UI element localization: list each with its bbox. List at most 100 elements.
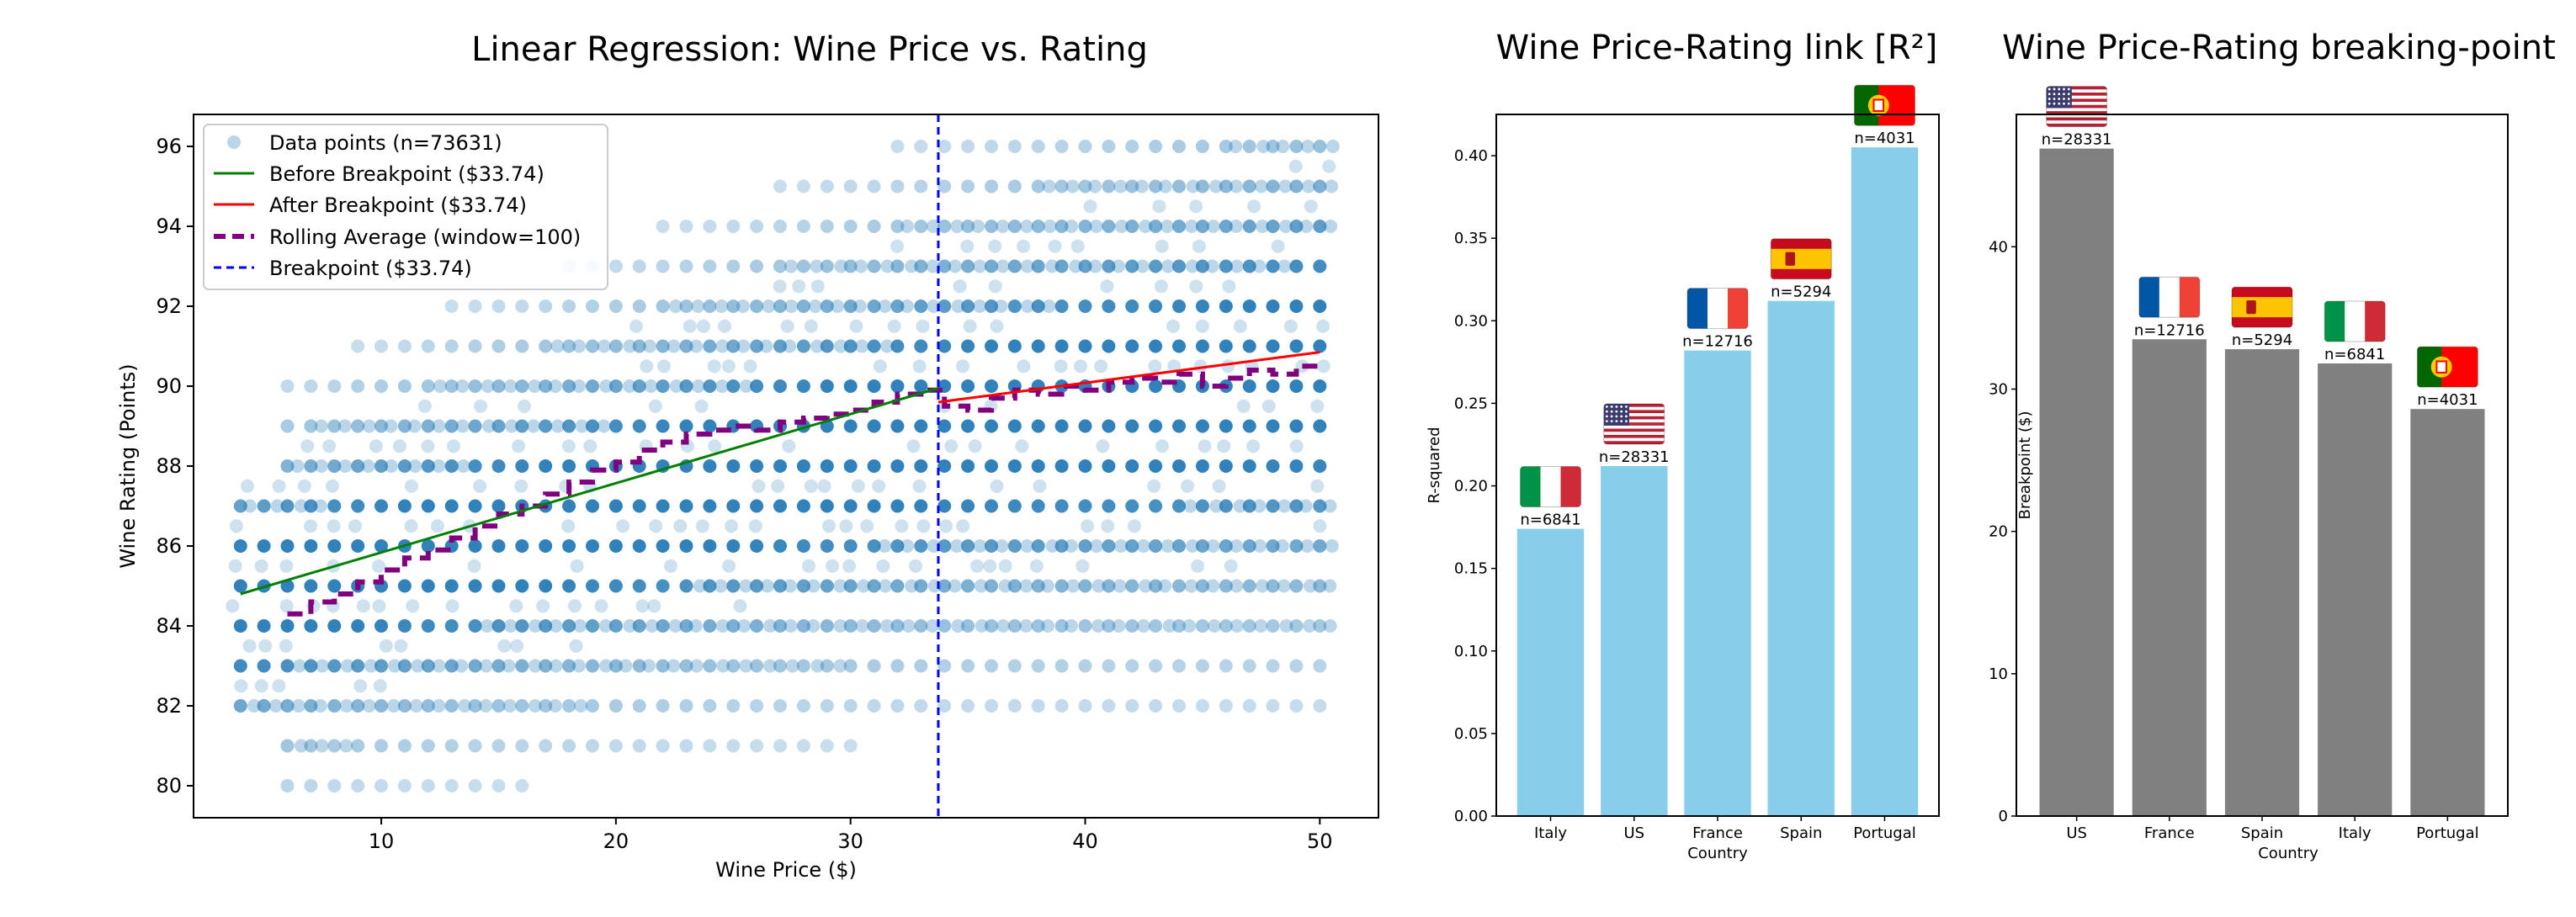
data-point bbox=[914, 419, 928, 433]
flag-body bbox=[2417, 347, 2478, 388]
data-point bbox=[820, 739, 834, 753]
flag-star bbox=[1605, 415, 1608, 418]
data-point bbox=[1054, 179, 1069, 193]
data-point bbox=[327, 379, 342, 393]
data-point bbox=[860, 519, 874, 533]
data-point bbox=[1172, 539, 1186, 553]
data-point bbox=[351, 619, 365, 633]
data-point bbox=[750, 339, 764, 353]
data-point bbox=[468, 499, 482, 513]
data-point bbox=[644, 379, 658, 393]
data-point bbox=[950, 220, 964, 233]
data-point bbox=[608, 339, 623, 353]
data-point bbox=[550, 419, 565, 433]
data-point bbox=[708, 439, 722, 453]
data-point bbox=[1041, 619, 1055, 633]
data-point bbox=[430, 519, 444, 533]
data-point bbox=[689, 659, 704, 673]
flag-outline bbox=[1520, 466, 1582, 508]
data-point bbox=[539, 379, 553, 393]
data-point bbox=[900, 220, 914, 233]
data-point bbox=[1040, 579, 1054, 593]
flag-body bbox=[1603, 403, 1665, 444]
data-point bbox=[1020, 259, 1034, 273]
data-point bbox=[679, 220, 693, 233]
data-point bbox=[890, 459, 905, 473]
data-point bbox=[1230, 619, 1244, 633]
data-point bbox=[1054, 339, 1069, 353]
data-point bbox=[240, 479, 254, 493]
data-point bbox=[691, 299, 705, 313]
flag-star bbox=[1605, 410, 1608, 413]
data-point bbox=[1254, 619, 1268, 633]
flag-star bbox=[2058, 102, 2061, 105]
data-point bbox=[1078, 299, 1092, 313]
data-point bbox=[750, 699, 764, 713]
data-point bbox=[254, 559, 268, 573]
flag-stripe bbox=[2138, 277, 2160, 318]
data-point bbox=[796, 659, 810, 673]
data-point bbox=[491, 459, 506, 473]
data-point bbox=[1219, 499, 1233, 513]
data-point bbox=[1195, 339, 1209, 353]
flag-star bbox=[2048, 102, 2051, 105]
data-point bbox=[1185, 539, 1199, 553]
data-point bbox=[608, 259, 623, 273]
data-point bbox=[773, 539, 787, 553]
data-point bbox=[867, 539, 881, 553]
data-point bbox=[280, 739, 295, 753]
data-point bbox=[694, 399, 709, 413]
data-point bbox=[444, 459, 459, 473]
legend-label-rolling-average: Rolling Average (window=100) bbox=[269, 225, 581, 249]
data-point bbox=[468, 579, 482, 593]
breakpoint-chart-title: Wine Price-Rating breaking-point bbox=[2002, 29, 2556, 67]
data-point bbox=[937, 579, 952, 593]
data-point bbox=[948, 259, 962, 273]
data-point bbox=[1054, 619, 1069, 633]
data-point bbox=[843, 459, 858, 473]
data-point bbox=[635, 599, 650, 613]
flag-stripe bbox=[1603, 403, 1665, 407]
data-point bbox=[716, 659, 730, 673]
data-point bbox=[1195, 220, 1209, 233]
data-point bbox=[1091, 619, 1105, 633]
data-point bbox=[1325, 140, 1340, 153]
data-point bbox=[773, 299, 787, 313]
data-point bbox=[1195, 659, 1209, 673]
data-point bbox=[1206, 539, 1220, 553]
breakpoint-bar bbox=[2224, 349, 2300, 817]
data-point bbox=[796, 179, 810, 193]
data-point bbox=[325, 479, 339, 493]
data-point bbox=[313, 699, 327, 713]
data-point bbox=[726, 299, 741, 313]
data-point bbox=[843, 259, 858, 273]
data-point bbox=[1198, 439, 1212, 453]
data-point bbox=[703, 499, 717, 513]
data-point bbox=[1275, 539, 1289, 553]
data-point bbox=[608, 619, 623, 633]
data-point bbox=[1261, 399, 1276, 413]
data-point bbox=[664, 559, 677, 573]
data-point bbox=[409, 699, 423, 713]
data-point bbox=[468, 379, 482, 393]
flag-stripe bbox=[1603, 410, 1665, 414]
data-point bbox=[970, 559, 984, 573]
data-point bbox=[854, 259, 868, 273]
data-point bbox=[1172, 699, 1186, 713]
data-point bbox=[304, 499, 318, 513]
data-point bbox=[914, 220, 928, 233]
data-point bbox=[679, 299, 693, 313]
regression-lines bbox=[240, 114, 1323, 818]
data-point bbox=[1007, 140, 1022, 153]
flag-star bbox=[1610, 410, 1613, 413]
data-point bbox=[1149, 499, 1163, 513]
data-point bbox=[608, 419, 623, 433]
data-point bbox=[351, 739, 365, 753]
data-point bbox=[1242, 179, 1256, 193]
data-point bbox=[998, 579, 1012, 593]
r-squared-bar-count-label: n=6841 bbox=[1520, 512, 1580, 529]
data-point bbox=[839, 519, 853, 533]
data-point bbox=[1172, 619, 1186, 633]
data-point bbox=[294, 499, 308, 513]
data-point bbox=[562, 579, 576, 593]
